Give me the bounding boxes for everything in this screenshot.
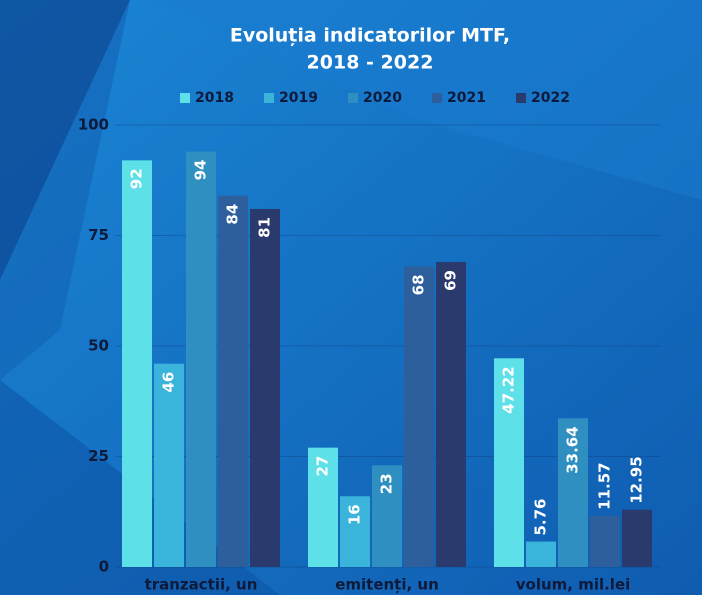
bar bbox=[372, 465, 402, 567]
value-label: 33.64 bbox=[564, 426, 582, 473]
value-label: 94 bbox=[192, 160, 210, 181]
x-tick-label: volum, mil.lei bbox=[516, 576, 631, 594]
legend-swatch bbox=[348, 93, 358, 103]
value-label: 5.76 bbox=[532, 499, 550, 536]
legend-swatch bbox=[180, 93, 190, 103]
bar bbox=[404, 266, 434, 567]
x-tick-label: emitenți, un bbox=[335, 576, 439, 594]
bar bbox=[122, 160, 152, 568]
y-tick-label: 100 bbox=[78, 116, 109, 134]
value-label: 12.95 bbox=[628, 456, 646, 503]
bar bbox=[154, 363, 184, 567]
x-tick-label: tranzactii, un bbox=[145, 576, 258, 594]
value-label: 81 bbox=[256, 217, 274, 238]
legend-swatch bbox=[264, 93, 274, 103]
legend-label: 2018 bbox=[195, 90, 234, 106]
bar bbox=[590, 515, 620, 567]
bar bbox=[494, 358, 524, 567]
y-tick-label: 0 bbox=[99, 558, 109, 576]
value-label: 92 bbox=[128, 168, 146, 189]
bg-shape bbox=[0, 0, 130, 380]
bar bbox=[250, 208, 280, 568]
value-label: 27 bbox=[314, 456, 332, 477]
chart-subtitle: 2018 - 2022 bbox=[307, 52, 434, 74]
bar bbox=[436, 262, 466, 567]
y-tick-label: 75 bbox=[88, 226, 109, 244]
bar bbox=[622, 509, 652, 567]
legend-label: 2019 bbox=[279, 90, 318, 106]
chart-title: Evoluția indicatorilor MTF, bbox=[230, 25, 510, 47]
value-label: 68 bbox=[410, 274, 428, 295]
value-label: 47.22 bbox=[500, 366, 518, 413]
legend-swatch bbox=[432, 93, 442, 103]
bg-shape bbox=[150, 0, 702, 200]
legend-label: 2022 bbox=[531, 90, 570, 106]
bar bbox=[186, 151, 216, 567]
bar bbox=[526, 541, 556, 567]
y-tick-label: 50 bbox=[88, 337, 109, 355]
value-label: 23 bbox=[378, 473, 396, 494]
value-label: 11.57 bbox=[596, 462, 614, 509]
bar bbox=[558, 418, 588, 567]
value-label: 16 bbox=[346, 504, 364, 525]
bar bbox=[218, 195, 248, 567]
value-label: 46 bbox=[160, 372, 178, 393]
bar bbox=[308, 447, 338, 567]
legend-swatch bbox=[516, 93, 526, 103]
legend-label: 2020 bbox=[363, 90, 402, 106]
value-label: 84 bbox=[224, 204, 242, 225]
legend-label: 2021 bbox=[447, 90, 486, 106]
y-tick-label: 25 bbox=[88, 447, 109, 465]
bar bbox=[340, 496, 370, 567]
value-label: 69 bbox=[442, 270, 460, 291]
